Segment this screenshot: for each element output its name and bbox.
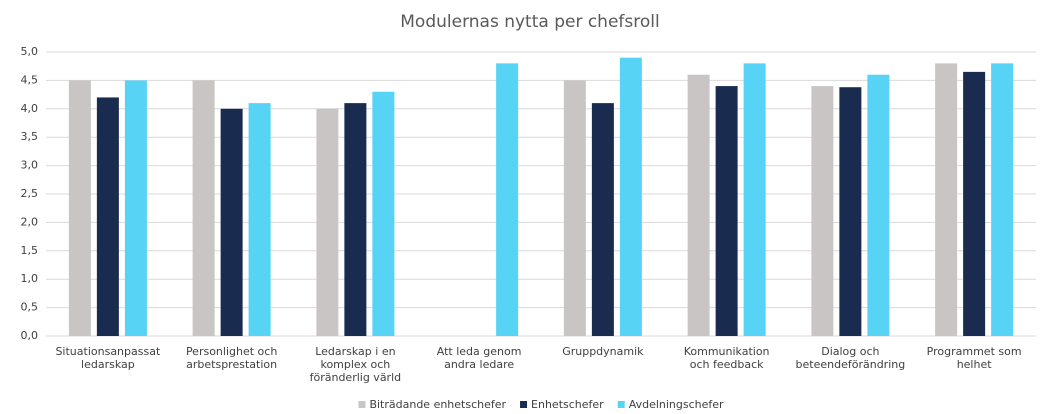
- x-tick-label: Kommunikation och feedback: [684, 345, 770, 371]
- bar: [687, 74, 710, 336]
- y-tick-label: 3,0: [21, 159, 39, 172]
- legend-swatch: [358, 401, 366, 408]
- bar: [192, 80, 215, 337]
- y-tick-label: 4,0: [21, 102, 39, 115]
- bar: [220, 108, 243, 336]
- y-tick-label: 4,5: [21, 73, 39, 86]
- bar: [867, 74, 890, 336]
- x-tick-label: Dialog och beteendeförändring: [796, 345, 906, 371]
- x-tick-label: Gruppdynamik: [562, 345, 644, 358]
- bar: [124, 80, 147, 337]
- bar: [344, 103, 367, 337]
- bar: [316, 108, 339, 336]
- legend-swatch: [617, 401, 625, 408]
- x-tick-label: Situationsanpassat ledarskap: [55, 345, 161, 371]
- bar: [991, 63, 1014, 337]
- y-tick-label: 0,0: [21, 329, 39, 342]
- bar: [68, 80, 91, 337]
- chart-title: Modulernas nytta per chefsroll: [400, 12, 659, 32]
- y-tick-label: 2,5: [21, 187, 39, 200]
- bar: [811, 86, 834, 336]
- bar: [591, 103, 614, 337]
- x-tick-label: Programmet som helhet: [927, 345, 1022, 371]
- x-tick-label: Att leda genom andra ledare: [437, 345, 522, 371]
- x-tick-label: Personlighet och arbetsprestation: [186, 345, 277, 371]
- bar: [743, 63, 766, 337]
- bar: [839, 87, 862, 336]
- bar: [963, 71, 986, 336]
- bar: [96, 97, 119, 336]
- legend-label: Enhetschefer: [531, 398, 604, 411]
- bar: [372, 91, 395, 336]
- bar: [563, 80, 586, 337]
- x-tick-label: Ledarskap i en komplex och föränderlig vär…: [310, 345, 402, 384]
- y-tick-label: 0,5: [21, 301, 39, 314]
- legend-label: Avdelningschefer: [629, 398, 724, 411]
- bar: [715, 86, 738, 336]
- bar: [248, 103, 271, 337]
- bar: [619, 57, 642, 337]
- y-tick-label: 1,0: [21, 272, 39, 285]
- y-tick-label: 5,0: [21, 45, 39, 58]
- bar: [496, 63, 519, 337]
- legend-swatch: [520, 401, 528, 408]
- y-tick-label: 3,5: [21, 130, 39, 143]
- y-tick-label: 2,0: [21, 215, 39, 228]
- bar: [935, 63, 958, 337]
- y-tick-label: 1,5: [21, 244, 39, 257]
- legend-label: Biträdande enhetschefer: [369, 398, 506, 411]
- legend: Biträdande enhetschefer Enhetschefer Avdel…: [358, 398, 724, 411]
